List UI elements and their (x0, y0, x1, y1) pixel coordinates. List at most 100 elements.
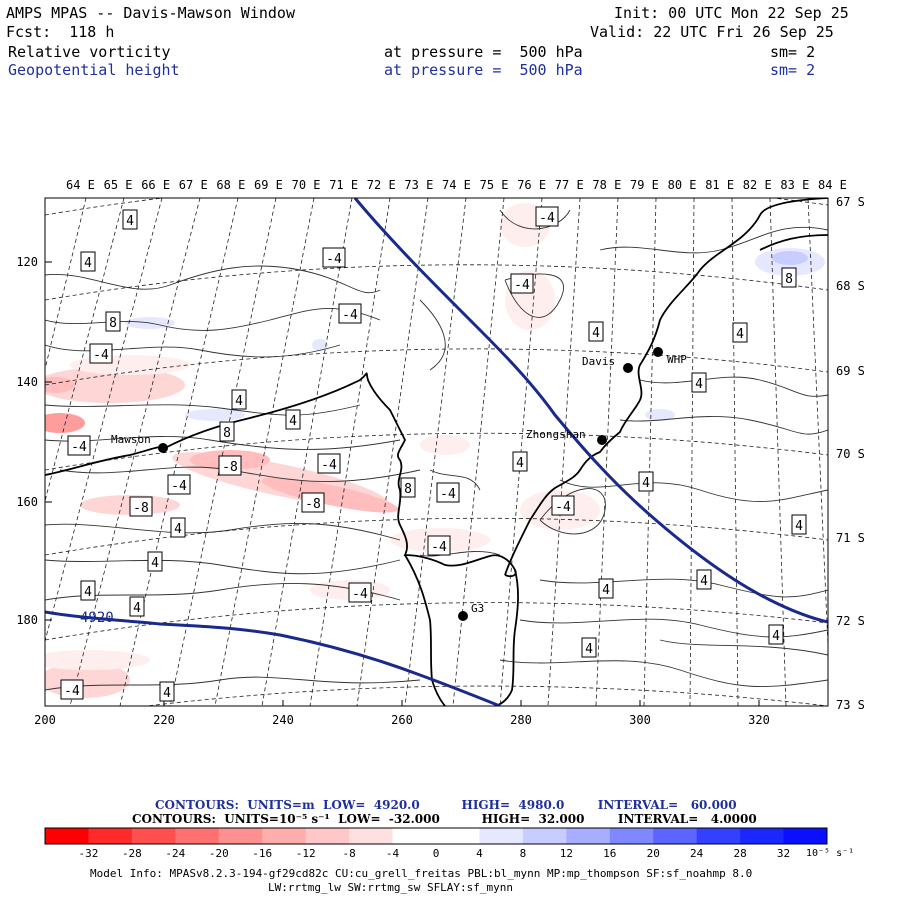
latitude-label: 69 S (836, 364, 865, 378)
contour-label-frame (122, 209, 138, 230)
contour-label-value: -4 (93, 348, 109, 363)
contour-label-frame (285, 409, 301, 430)
colorbar-swatches (45, 828, 828, 844)
whp-label: WHP (667, 353, 687, 366)
contour-label-value: -4 (514, 278, 530, 293)
contour-label-frame (638, 471, 654, 492)
contour-label-frame (691, 372, 707, 393)
contour-label-frame (129, 596, 145, 617)
latitude-label: 70 S (836, 447, 865, 461)
contour-label-box: 4 (732, 322, 748, 343)
latitude-label: 67 S (836, 195, 865, 209)
contour-label-box: -4 (167, 474, 191, 495)
colorbar-swatch (522, 828, 567, 844)
contour-label-frame (535, 206, 559, 227)
contour-label-frame (581, 637, 597, 658)
colorbar-label: 24 (690, 847, 704, 860)
contour-label-box: 4 (691, 372, 707, 393)
longitude-label: 80 E (668, 178, 697, 192)
contour-label-box: 4 (588, 321, 604, 342)
longitude-label: 67 E (179, 178, 208, 192)
contour-label-box: 4 (768, 624, 784, 645)
contour-label-value: 4 (592, 326, 600, 341)
contour-label-frame (147, 551, 163, 572)
colorbar-swatch (262, 828, 307, 844)
colorbar-swatch (696, 828, 741, 844)
height-contour-legend: CONTOURS: UNITS=m LOW= 4920.0 HIGH= 4980… (155, 798, 737, 812)
colorbar-label: -16 (252, 847, 272, 860)
colorbar-swatch (740, 828, 785, 844)
y-tick-label: 120 (16, 255, 38, 269)
contour-label-box: 4 (159, 681, 175, 702)
contour-label-box: -4 (427, 535, 451, 556)
longitude-label: 68 E (216, 178, 245, 192)
contour-label-value: 4 (585, 642, 593, 657)
latitude-label: 68 S (836, 279, 865, 293)
x-axis-labels: 200 220 240 260 280 300 320 (34, 713, 770, 727)
contour-label-value: 4 (695, 377, 703, 392)
contour-label-value: 8 (404, 482, 412, 497)
contour-label-frame (129, 496, 153, 517)
colorbar-label: -4 (386, 847, 400, 860)
longitude-label: 84 E (818, 178, 847, 192)
contour-label-value: -4 (71, 440, 87, 455)
colorbar-label: 16 (603, 847, 616, 860)
field2-name: Geopotential height (8, 61, 180, 79)
contour-label-frame (696, 569, 712, 590)
davis-label: Davis (582, 355, 615, 368)
contour-label-frame (218, 455, 242, 476)
contour-label-box: -4 (338, 303, 362, 324)
contour-label-value: 4 (642, 476, 650, 491)
contour-label-value: 8 (785, 272, 793, 287)
longitude-label: 82 E (743, 178, 772, 192)
latitude-label: 71 S (836, 531, 865, 545)
contour-label-box: 8 (219, 421, 235, 442)
contour-label-box: 4 (791, 514, 807, 535)
colorbar-swatch (131, 828, 176, 844)
map-frame (44, 197, 829, 707)
longitude-label: 72 E (367, 178, 396, 192)
colorbar-swatch (349, 828, 394, 844)
station-markers (158, 347, 663, 621)
contour-label-value: -4 (342, 308, 358, 323)
contour-label-value: -4 (171, 479, 187, 494)
x-tick-label: 240 (272, 713, 294, 727)
y-tick-label: 180 (16, 613, 38, 627)
longitude-label: 78 E (592, 178, 621, 192)
colorbar-label: 20 (647, 847, 660, 860)
x-tick-label: 280 (510, 713, 532, 727)
contour-label-value: -4 (326, 252, 342, 267)
longitude-label: 65 E (104, 178, 133, 192)
x-tick-label: 200 (34, 713, 56, 727)
colorbar-label: -20 (209, 847, 229, 860)
contour-label-box: -4 (348, 582, 372, 603)
contour-label-frame (598, 578, 614, 599)
x-tick-label: 220 (153, 713, 175, 727)
colorbar-swatch (45, 828, 89, 844)
colorbar-swatch (653, 828, 698, 844)
contour-label-value: -4 (539, 211, 555, 226)
contour-label-value: 4 (795, 519, 803, 534)
latitude-label: 72 S (836, 614, 865, 628)
contour-label-box: -8 (218, 455, 242, 476)
field1-level: at pressure = 500 hPa (384, 43, 583, 61)
g3-label: G3 (471, 602, 484, 615)
contour-label-value: 4 (84, 585, 92, 600)
colorbar-label: 8 (520, 847, 527, 860)
colorbar-label: 32 (777, 847, 790, 860)
contour-label-box: -4 (436, 482, 460, 503)
contour-label-value: -4 (431, 540, 447, 555)
contour-label-frame (219, 421, 235, 442)
longitude-label: 70 E (292, 178, 321, 192)
axis-ticks (44, 261, 760, 706)
contour-label-frame (159, 681, 175, 702)
contour-label-value: 8 (109, 316, 117, 331)
contour-label-frame (80, 580, 96, 601)
contour-label-value: 4 (736, 327, 744, 342)
longitude-label: 79 E (630, 178, 659, 192)
contour-label-frame (167, 474, 191, 495)
contour-label-frame (436, 482, 460, 503)
contour-label-box: -4 (322, 247, 346, 268)
field2-level: at pressure = 500 hPa (384, 61, 583, 79)
